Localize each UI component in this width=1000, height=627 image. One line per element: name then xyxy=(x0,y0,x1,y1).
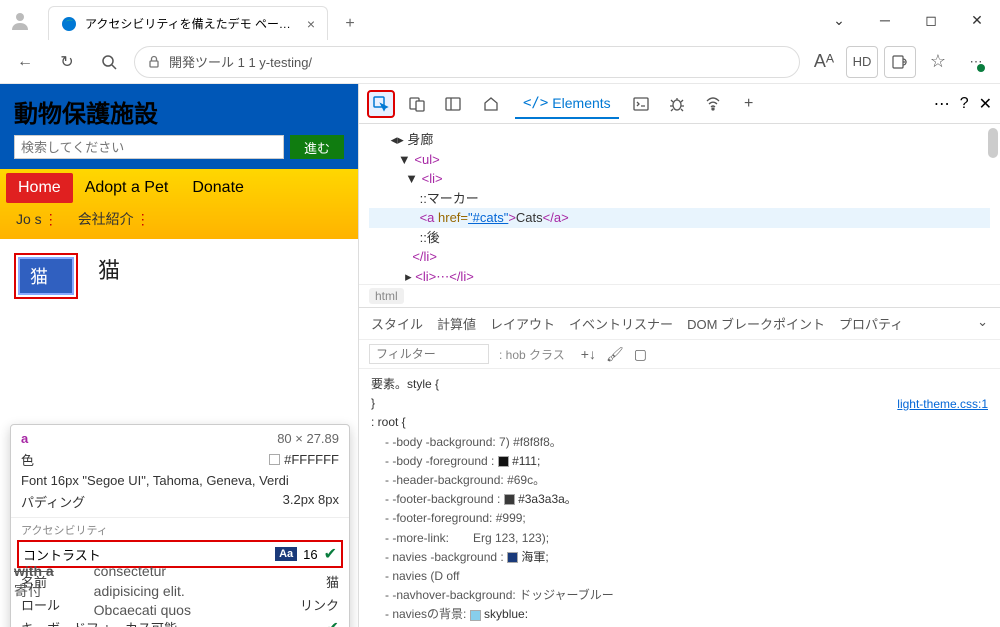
lock-icon xyxy=(147,55,161,69)
help-icon[interactable]: ? xyxy=(960,95,969,113)
tab-elements[interactable]: </> Elements xyxy=(515,89,619,119)
cat-link[interactable]: 猫 xyxy=(18,257,74,295)
css-property-row[interactable]: - -navhover-background: ドッジャーブルー xyxy=(371,586,988,605)
read-aloud-icon[interactable]: Aᴬ xyxy=(808,46,840,78)
css-property-row[interactable]: - navies -background : 海軍; xyxy=(371,548,988,567)
css-property-row[interactable]: - -footer-foreground: #999; xyxy=(371,509,988,528)
styles-tabs: スタイル 計算値 レイアウト イベントリスナー DOM ブレークポイント プロパ… xyxy=(359,307,1000,340)
subnav-about[interactable]: 会社紹介⋮ xyxy=(68,207,160,231)
brush-icon[interactable]: 🖌 xyxy=(606,346,624,363)
tab-computed[interactable]: 計算値 xyxy=(437,314,476,333)
tab-close-icon[interactable]: × xyxy=(307,16,315,32)
window-controls: ⌄ ─ ◻ ✕ xyxy=(816,0,1000,40)
devtools-toolbar: </> Elements + ⋯ ? ✕ xyxy=(359,84,1000,124)
main-nav: Home Adopt a Pet Donate Jo s ⋮ 会社紹介⋮ xyxy=(0,169,358,239)
url-field[interactable]: 開発ツール 1 1 y-testing/ xyxy=(134,46,800,78)
css-property-row[interactable]: - -more-link: Erg 123, 123); xyxy=(371,529,988,548)
page-viewport: 動物保護施設 進む Home Adopt a Pet Donate Jo s ⋮… xyxy=(0,84,358,627)
favorite-icon[interactable]: ☆ xyxy=(922,46,954,78)
nav-donate[interactable]: Donate xyxy=(180,173,256,203)
css-property-row[interactable]: - naviesの背景: skyblue: xyxy=(371,605,988,624)
tooltip-font-label: Font 16px "Segoe UI", Tahoma, Geneva, Ve… xyxy=(21,473,289,488)
scrollbar[interactable] xyxy=(988,128,998,158)
check-ok-icon: ✔ xyxy=(326,618,339,627)
toggle-icon[interactable]: ▢ xyxy=(634,346,647,363)
search-input[interactable] xyxy=(14,135,284,159)
styles-filter-row: : hob クラス +↓ 🖌 ▢ xyxy=(359,340,1000,369)
page-header: 動物保護施設 進む xyxy=(0,84,358,169)
styles-pane[interactable]: 要素。style { } light-theme.css:1 : root { … xyxy=(359,369,1000,627)
devtools-panel: </> Elements + ⋯ ? ✕ ◂▸ 身廊 ▼ xyxy=(358,84,1000,627)
css-source-link[interactable]: light-theme.css:1 xyxy=(897,395,988,414)
address-bar: ← ↻ 開発ツール 1 1 y-testing/ Aᴬ HD ☆ ⋯ xyxy=(0,40,1000,84)
search-go-button[interactable]: 進む xyxy=(290,135,344,159)
add-rule-icon[interactable]: +↓ xyxy=(581,346,596,363)
browser-tab[interactable]: アクセシビリティを備えたデモ ページは、 × xyxy=(48,6,328,40)
device-toggle-button[interactable] xyxy=(403,90,431,118)
page-body-text: with a 寄付 consectetur adipisicing elit. … xyxy=(0,562,205,627)
css-property-row[interactable]: - navies (D off xyxy=(371,567,988,586)
bug-icon[interactable] xyxy=(663,90,691,118)
tab-layout[interactable]: レイアウト xyxy=(490,314,555,333)
back-button[interactable]: ← xyxy=(8,45,42,79)
hd-icon[interactable]: HD xyxy=(846,46,878,78)
tab-listeners[interactable]: イベントリスナー xyxy=(569,314,673,333)
subnav-jobs[interactable]: Jo s ⋮ xyxy=(6,207,68,231)
styles-filter-input[interactable] xyxy=(369,344,489,364)
tooltip-a11y-section: アクセシビリティ xyxy=(11,517,349,538)
inspected-element-highlight: 猫 xyxy=(14,253,78,299)
check-ok-icon: ✔ xyxy=(324,544,337,564)
edge-favicon-icon xyxy=(61,16,77,32)
network-icon[interactable] xyxy=(699,90,727,118)
css-property-row[interactable]: - -body -foreground : #111; xyxy=(371,452,988,471)
tooltip-padding-label: パディング xyxy=(21,492,85,511)
css-property-row[interactable]: - -footer-background : #3a3a3a。 xyxy=(371,490,988,509)
nav-adopt[interactable]: Adopt a Pet xyxy=(73,173,181,203)
close-button[interactable]: ✕ xyxy=(954,0,1000,40)
tab-title: アクセシビリティを備えたデモ ページは、 xyxy=(85,15,299,32)
window-titlebar: アクセシビリティを備えたデモ ページは、 × + ⌄ ─ ◻ ✕ xyxy=(0,0,1000,40)
dom-tree[interactable]: ◂▸ 身廊 ▼ <ul> ▼ <li> ::マーカー <a href="#cat… xyxy=(359,124,1000,284)
close-devtools-button[interactable]: ✕ xyxy=(979,94,992,114)
url-text: 開発ツール 1 1 y-testing/ xyxy=(169,52,312,71)
tooltip-color-label: 色 xyxy=(21,450,34,469)
breadcrumb[interactable]: html xyxy=(359,284,1000,307)
tab-dom-breakpoints[interactable]: DOM ブレークポイント xyxy=(687,314,825,333)
panel-icon[interactable] xyxy=(439,90,467,118)
more-icon[interactable]: ⋯ xyxy=(934,94,950,114)
reader-icon[interactable] xyxy=(884,46,916,78)
tab-properties[interactable]: プロパティ xyxy=(839,314,903,333)
chevron-down-icon[interactable]: ⌄ xyxy=(816,0,862,40)
tooltip-dimensions: 80 × 27.89 xyxy=(277,431,339,446)
minimize-button[interactable]: ─ xyxy=(862,0,908,40)
tab-styles[interactable]: スタイル xyxy=(371,314,423,333)
css-property-row[interactable]: - -header-background: #69c。 xyxy=(371,471,988,490)
nav-home[interactable]: Home xyxy=(6,173,73,203)
maximize-button[interactable]: ◻ xyxy=(908,0,954,40)
inspect-element-button[interactable] xyxy=(367,90,395,118)
page-title: 動物保護施設 xyxy=(14,94,344,129)
add-tab-button[interactable]: + xyxy=(735,90,763,118)
tab-welcome[interactable] xyxy=(475,90,507,118)
css-property-row[interactable]: - -body -background: 7) #f8f8f8。 xyxy=(371,433,988,452)
cat-heading: 猫 xyxy=(98,253,120,285)
new-tab-button[interactable]: + xyxy=(334,8,366,40)
search-icon[interactable] xyxy=(92,45,126,79)
more-icon[interactable]: ⋯ xyxy=(960,46,992,78)
tooltip-element-tag: a xyxy=(21,431,28,446)
console-icon[interactable] xyxy=(627,90,655,118)
chevron-down-icon[interactable]: ⌄ xyxy=(977,314,988,333)
profile-icon[interactable] xyxy=(0,0,40,40)
refresh-button[interactable]: ↻ xyxy=(50,45,84,79)
